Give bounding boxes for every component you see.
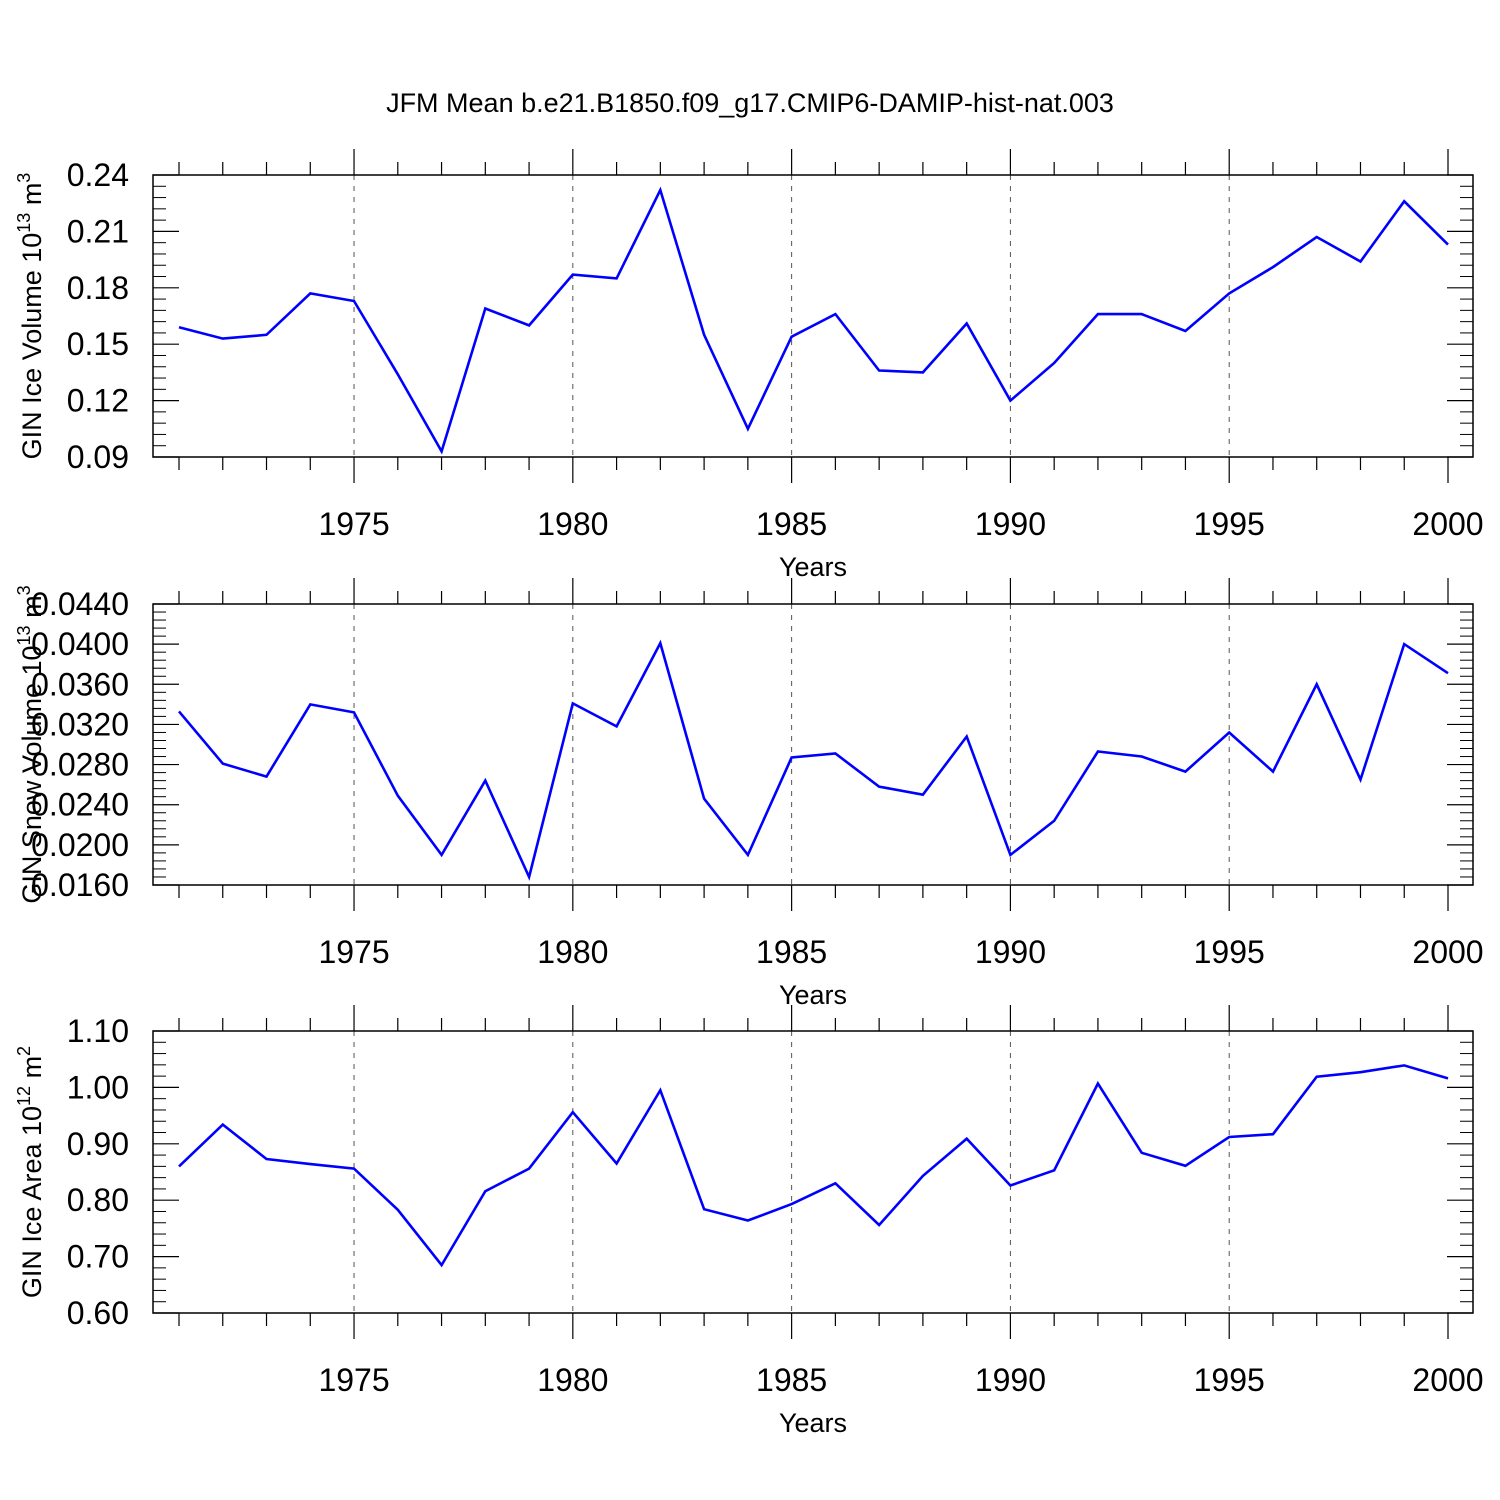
y-tick-label: 0.0240 bbox=[31, 787, 129, 823]
x-tick-label: 2000 bbox=[1412, 1362, 1483, 1398]
series-line bbox=[178, 186, 1449, 455]
x-tick-label: 1980 bbox=[537, 934, 608, 970]
y-tick-label: 0.09 bbox=[67, 439, 129, 475]
y-tick-label: 0.0400 bbox=[31, 626, 129, 662]
chart-panel-1: 1975 1980 1985 1990 1995 2000 Years 0.09 0.12 0.1… bbox=[14, 149, 1484, 582]
y-tick-label: 0.70 bbox=[67, 1239, 129, 1275]
y-axis-title: GIN Snow Volume 1013 m3 bbox=[14, 585, 47, 903]
chart-panel-3: 1975 1980 1985 1990 1995 2000 Years 0.60 0.70 0.8… bbox=[14, 1005, 1484, 1438]
y-tick-label: 0.24 bbox=[67, 157, 129, 193]
series-line bbox=[178, 1064, 1449, 1268]
y-tick-label: 0.90 bbox=[67, 1126, 129, 1162]
x-tick-label: 1995 bbox=[1194, 1362, 1265, 1398]
x-tick-label: 2000 bbox=[1412, 934, 1483, 970]
chart-title: JFM Mean b.e21.B1850.f09_g17.CMIP6-DAMIP… bbox=[386, 88, 1114, 118]
plot-frame bbox=[152, 603, 1474, 886]
y-tick-label: 0.0160 bbox=[31, 867, 129, 903]
y-tick-label: 0.0280 bbox=[31, 747, 129, 783]
plot-frame bbox=[152, 174, 1474, 458]
x-tick-label: 1975 bbox=[318, 1362, 389, 1398]
x-tick-label: 1985 bbox=[756, 506, 827, 542]
y-tick-label: 0.60 bbox=[67, 1295, 129, 1331]
x-axis-title: Years bbox=[779, 552, 847, 582]
y-tick-label: 1.10 bbox=[67, 1013, 129, 1049]
y-tick-label: 0.0320 bbox=[31, 706, 129, 742]
y-tick-label: 0.18 bbox=[67, 270, 129, 306]
x-axis-title: Years bbox=[779, 980, 847, 1010]
chart-panel-2: 1975 1980 1985 1990 1995 2000 Years 0.0160 0.020… bbox=[14, 578, 1484, 1010]
x-tick-label: 1995 bbox=[1194, 934, 1265, 970]
y-tick-label: 0.12 bbox=[67, 383, 129, 419]
x-tick-label: 1985 bbox=[756, 1362, 827, 1398]
series-line bbox=[178, 639, 1449, 881]
x-tick-label: 1975 bbox=[318, 934, 389, 970]
x-tick-label: 1995 bbox=[1194, 506, 1265, 542]
y-tick-label: 0.80 bbox=[67, 1182, 129, 1218]
x-axis-title: Years bbox=[779, 1408, 847, 1438]
x-tick-label: 1975 bbox=[318, 506, 389, 542]
y-axis-title: GIN Ice Volume 1013 m3 bbox=[14, 173, 47, 460]
x-tick-label: 1980 bbox=[537, 506, 608, 542]
y-tick-label: 1.00 bbox=[67, 1069, 129, 1105]
x-tick-label: 1990 bbox=[975, 934, 1046, 970]
x-tick-label: 1985 bbox=[756, 934, 827, 970]
y-tick-label: 0.0360 bbox=[31, 666, 129, 702]
y-tick-label: 0.0440 bbox=[31, 586, 129, 622]
y-tick-label: 0.15 bbox=[67, 326, 129, 362]
y-tick-label: 0.21 bbox=[67, 213, 129, 249]
x-tick-label: 1990 bbox=[975, 506, 1046, 542]
x-tick-label: 2000 bbox=[1412, 506, 1483, 542]
x-tick-label: 1980 bbox=[537, 1362, 608, 1398]
x-tick-label: 1990 bbox=[975, 1362, 1046, 1398]
y-tick-label: 0.0200 bbox=[31, 827, 129, 863]
plot-frame bbox=[152, 1030, 1474, 1314]
y-axis-title: GIN Ice Area 1012 m2 bbox=[14, 1046, 47, 1298]
